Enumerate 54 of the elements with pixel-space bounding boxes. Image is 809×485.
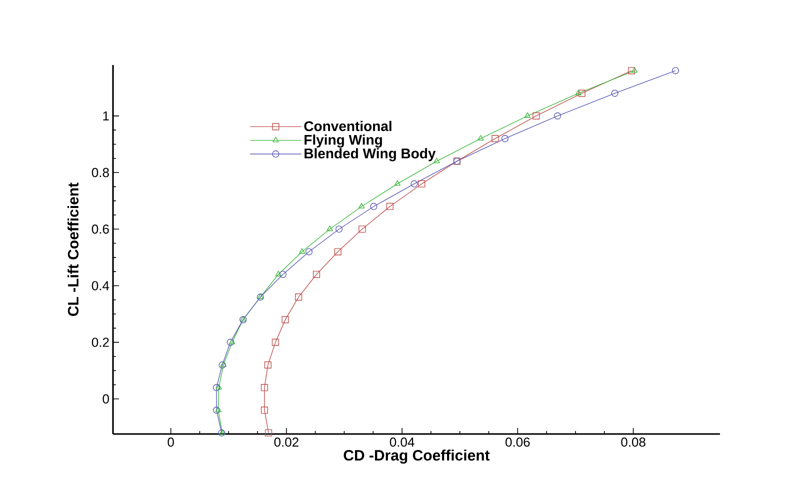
x-axis-title: CD -Drag Coefficient [344,450,490,464]
point [216,384,222,390]
legend-label: Flying Wing [304,134,382,148]
point [264,429,272,436]
point [298,248,306,254]
point [260,384,268,392]
point [260,406,268,414]
point [272,338,279,346]
point [275,270,282,276]
point [326,226,333,232]
x-tick-label: 0 [168,438,174,447]
y-tick-label: 0.2 [92,338,109,347]
y-tick-label: 1 [103,111,109,120]
legend-label: Conventional [304,120,392,132]
point [554,112,562,120]
point [358,226,366,233]
point [631,67,638,73]
point [672,67,680,74]
legend-label: Blended Wing Body [304,148,436,162]
point [394,180,401,186]
x-tick-label: 0.08 [621,438,646,447]
y-tick-label: 0 [102,394,109,404]
point [410,180,418,188]
x-tick-label: 0.04 [390,438,414,447]
point [264,361,272,369]
point [334,248,342,256]
x-tick-label: 0.06 [506,438,530,447]
point [611,90,618,97]
point [358,202,365,208]
point [212,384,220,392]
x-tick-label: 0.02 [274,438,298,447]
point [212,406,220,414]
point [282,316,289,324]
point [215,406,222,412]
point [628,67,636,74]
point [578,90,586,97]
point [492,135,499,142]
point [370,202,378,210]
point [524,112,531,118]
y-tick-label: 0.4 [92,281,110,290]
point [386,202,394,210]
point [418,180,426,188]
y-axis-title: CL -Lift Coefficient [68,182,79,316]
point [501,135,508,142]
point [295,293,302,301]
point [305,248,313,256]
point [279,270,287,278]
point [575,90,582,96]
point [478,135,484,141]
point [312,270,320,278]
point [532,112,540,120]
point [335,226,343,233]
y-tick-label: 0.6 [92,224,109,234]
y-tick-label: 0.8 [92,168,109,178]
